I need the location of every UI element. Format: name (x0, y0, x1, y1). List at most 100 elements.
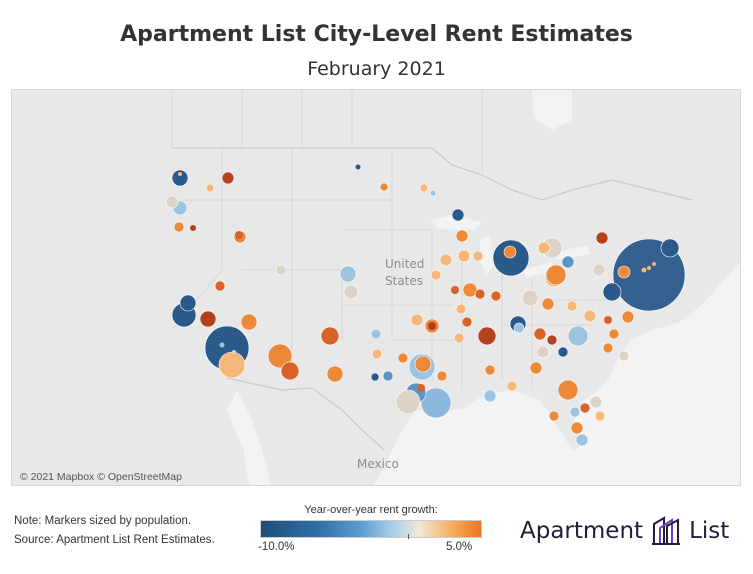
city-marker[interactable] (370, 328, 382, 340)
city-marker[interactable] (455, 303, 467, 315)
city-marker[interactable] (566, 300, 578, 312)
city-marker[interactable] (545, 264, 567, 286)
city-marker[interactable] (165, 195, 179, 209)
city-marker[interactable] (218, 351, 246, 379)
city-marker[interactable] (235, 231, 243, 239)
city-marker[interactable] (430, 269, 442, 281)
city-marker[interactable] (484, 364, 496, 376)
legend-max-label: 5.0% (446, 541, 473, 553)
city-marker[interactable] (428, 322, 436, 330)
label-united-states-line1: United (385, 257, 425, 271)
city-marker[interactable] (221, 171, 235, 185)
city-marker[interactable] (477, 326, 497, 346)
city-marker[interactable] (617, 265, 631, 279)
city-marker[interactable] (171, 169, 189, 187)
note-markers: Note: Markers sized by population. (14, 515, 192, 527)
city-marker[interactable] (579, 402, 591, 414)
label-united-states-line2: States (385, 274, 424, 288)
city-marker[interactable] (541, 297, 555, 311)
city-marker[interactable] (461, 316, 473, 328)
city-marker[interactable] (612, 238, 686, 312)
city-marker[interactable] (429, 189, 437, 197)
city-marker[interactable] (179, 294, 197, 312)
city-marker[interactable] (173, 221, 185, 233)
city-marker[interactable] (395, 389, 421, 415)
city-marker[interactable] (570, 421, 584, 435)
city-marker[interactable] (604, 316, 612, 324)
city-marker[interactable] (326, 365, 344, 383)
city-marker[interactable] (594, 410, 606, 422)
chart-title: Apartment List City-Level Rent Estimates (120, 22, 633, 47)
city-marker[interactable] (546, 334, 558, 346)
city-marker[interactable] (602, 342, 614, 354)
city-marker[interactable] (453, 332, 465, 344)
city-marker[interactable] (483, 389, 497, 403)
city-marker[interactable] (529, 361, 543, 375)
city-marker[interactable] (513, 322, 525, 334)
city-marker[interactable] (660, 238, 680, 258)
city-marker[interactable] (506, 380, 518, 392)
building-icon (652, 516, 681, 545)
city-marker[interactable] (592, 263, 606, 277)
city-marker[interactable] (205, 183, 215, 193)
city-marker[interactable] (339, 265, 357, 283)
city-marker[interactable] (490, 290, 502, 302)
city-marker[interactable] (280, 361, 300, 381)
city-marker[interactable] (548, 410, 560, 422)
city-marker[interactable] (240, 313, 258, 331)
city-marker[interactable] (370, 372, 380, 382)
chart-subtitle: February 2021 (307, 58, 446, 80)
city-marker[interactable] (451, 208, 465, 222)
city-marker[interactable] (420, 387, 452, 419)
legend-color-bar (260, 520, 482, 538)
city-marker[interactable] (320, 326, 340, 346)
city-marker[interactable] (618, 350, 630, 362)
city-marker[interactable] (417, 384, 425, 392)
city-markers[interactable] (12, 90, 741, 486)
city-marker[interactable] (575, 433, 589, 447)
city-marker[interactable] (371, 348, 383, 360)
city-marker[interactable] (561, 255, 575, 269)
legend-title: Year-over-year rent growth: (304, 504, 438, 516)
map-view[interactable]: United States Mexico © 2021 Mapbox © Ope… (11, 89, 741, 486)
city-marker[interactable] (608, 328, 620, 340)
city-marker[interactable] (419, 183, 429, 193)
city-marker[interactable] (474, 288, 486, 300)
city-marker[interactable] (602, 282, 622, 302)
city-marker[interactable] (275, 264, 287, 276)
city-marker[interactable] (267, 343, 293, 369)
city-marker[interactable] (455, 229, 469, 243)
city-marker[interactable] (414, 355, 432, 373)
city-marker[interactable] (537, 241, 551, 255)
city-marker[interactable] (190, 225, 196, 231)
city-marker[interactable] (199, 310, 217, 328)
city-marker[interactable] (436, 370, 448, 382)
legend-min-label: -10.0% (258, 541, 295, 553)
city-marker[interactable] (521, 289, 539, 307)
city-marker[interactable] (589, 395, 603, 409)
note-source: Source: Apartment List Rent Estimates. (14, 534, 215, 546)
city-marker[interactable] (379, 182, 389, 192)
city-marker[interactable] (567, 325, 589, 347)
city-marker[interactable] (355, 164, 361, 170)
land-mass (12, 90, 740, 485)
city-marker[interactable] (343, 284, 359, 300)
city-marker[interactable] (214, 280, 226, 292)
city-marker[interactable] (557, 379, 579, 401)
city-marker[interactable] (382, 370, 394, 382)
city-marker[interactable] (451, 286, 459, 294)
city-marker[interactable] (457, 249, 471, 263)
map-attribution[interactable]: © 2021 Mapbox © OpenStreetMap (20, 471, 182, 483)
city-marker[interactable] (621, 310, 635, 324)
city-marker[interactable] (536, 345, 550, 359)
city-marker[interactable] (439, 253, 453, 267)
city-marker[interactable] (472, 250, 484, 262)
city-marker[interactable] (595, 231, 609, 245)
city-marker[interactable] (583, 309, 597, 323)
city-marker[interactable] (557, 346, 569, 358)
city-marker[interactable] (397, 352, 409, 364)
city-marker[interactable] (533, 327, 547, 341)
city-marker[interactable] (410, 313, 424, 327)
city-marker[interactable] (569, 406, 581, 418)
city-marker[interactable] (503, 245, 517, 259)
